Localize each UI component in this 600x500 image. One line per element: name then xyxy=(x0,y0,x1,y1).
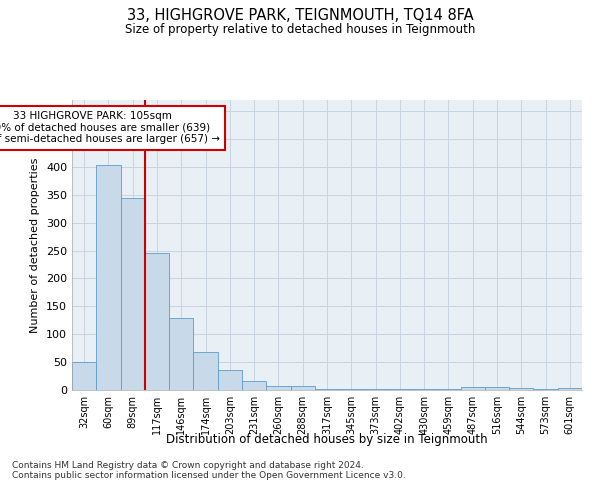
Bar xyxy=(509,388,533,390)
Bar xyxy=(339,389,364,390)
Text: Distribution of detached houses by size in Teignmouth: Distribution of detached houses by size … xyxy=(166,432,488,446)
Text: Size of property relative to detached houses in Teignmouth: Size of property relative to detached ho… xyxy=(125,22,475,36)
Bar xyxy=(169,318,193,390)
Text: 33, HIGHGROVE PARK, TEIGNMOUTH, TQ14 8FA: 33, HIGHGROVE PARK, TEIGNMOUTH, TQ14 8FA xyxy=(127,8,473,22)
Bar xyxy=(193,352,218,390)
Bar xyxy=(533,389,558,390)
Y-axis label: Number of detached properties: Number of detached properties xyxy=(31,158,40,332)
Bar xyxy=(218,370,242,390)
Bar xyxy=(315,389,339,390)
Text: 33 HIGHGROVE PARK: 105sqm
← 49% of detached houses are smaller (639)
50% of semi: 33 HIGHGROVE PARK: 105sqm ← 49% of detac… xyxy=(0,111,220,144)
Bar xyxy=(72,362,96,390)
Bar xyxy=(485,387,509,390)
Bar xyxy=(121,198,145,390)
Bar xyxy=(96,165,121,390)
Text: Contains HM Land Registry data © Crown copyright and database right 2024.
Contai: Contains HM Land Registry data © Crown c… xyxy=(12,460,406,480)
Bar xyxy=(266,386,290,390)
Bar xyxy=(290,386,315,390)
Bar xyxy=(242,380,266,390)
Bar xyxy=(461,387,485,390)
Bar xyxy=(145,253,169,390)
Bar xyxy=(558,388,582,390)
